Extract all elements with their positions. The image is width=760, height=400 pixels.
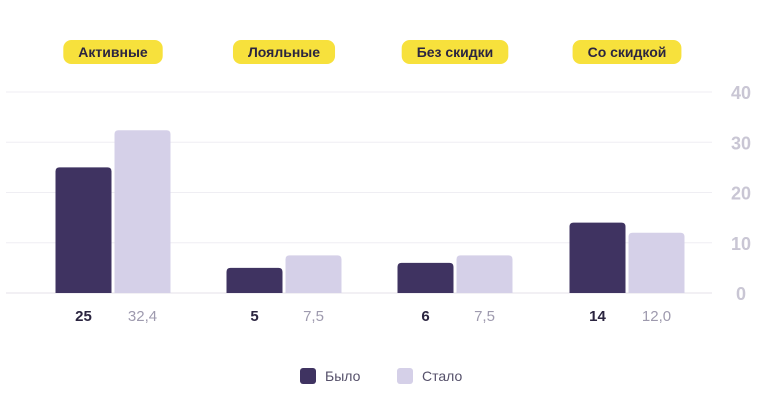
bar-after (628, 232, 685, 293)
legend-swatch (397, 368, 413, 384)
value-label: 7,5 (474, 308, 495, 325)
value-label: 14 (589, 308, 606, 325)
category-pill-background (63, 40, 163, 64)
legend-swatch (300, 368, 316, 384)
category-label: Без скидки (417, 44, 494, 60)
bar-before (397, 262, 454, 293)
legend-label: Было (325, 368, 361, 384)
bar-after (114, 130, 171, 293)
value-label: 32,4 (128, 308, 157, 325)
bar-before (55, 167, 112, 293)
bar-before (226, 267, 283, 293)
category-pill-background (232, 40, 336, 64)
bar-before (569, 222, 626, 293)
category-pill: Лояльные (232, 40, 336, 64)
value-label: 12,0 (642, 308, 671, 325)
y-tick-label: 40 (731, 83, 751, 103)
bar-after (456, 255, 513, 293)
legend-item: Стало (397, 368, 462, 384)
y-tick-label: 20 (731, 184, 751, 204)
category-pill-background (572, 40, 682, 64)
legend-item: Было (300, 368, 361, 384)
category-label: Активные (78, 44, 148, 60)
category-label: Со скидкой (588, 44, 667, 60)
value-labels: 25 5 6 14 32,4 7,5 7,5 12,0 (75, 308, 671, 325)
category-labels: Активные Лояльные Без скидки Со скидкой (63, 40, 682, 64)
value-label: 7,5 (303, 308, 324, 325)
category-pill: Активные (63, 40, 163, 64)
value-label: 5 (250, 308, 258, 325)
category-pill-background (401, 40, 509, 64)
y-tick-label: 0 (736, 284, 746, 304)
category-pill: Без скидки (401, 40, 509, 64)
category-label: Лояльные (248, 44, 320, 60)
category-pill: Со скидкой (572, 40, 682, 64)
y-axis-ticks: 0 10 20 30 40 (731, 83, 751, 304)
bars (55, 130, 685, 293)
legend: Было Стало (300, 368, 462, 384)
value-label: 25 (75, 308, 92, 325)
bar-after (285, 255, 342, 293)
y-tick-label: 10 (731, 234, 751, 254)
y-tick-label: 30 (731, 133, 751, 153)
legend-label: Стало (422, 368, 462, 384)
value-label: 6 (421, 308, 429, 325)
